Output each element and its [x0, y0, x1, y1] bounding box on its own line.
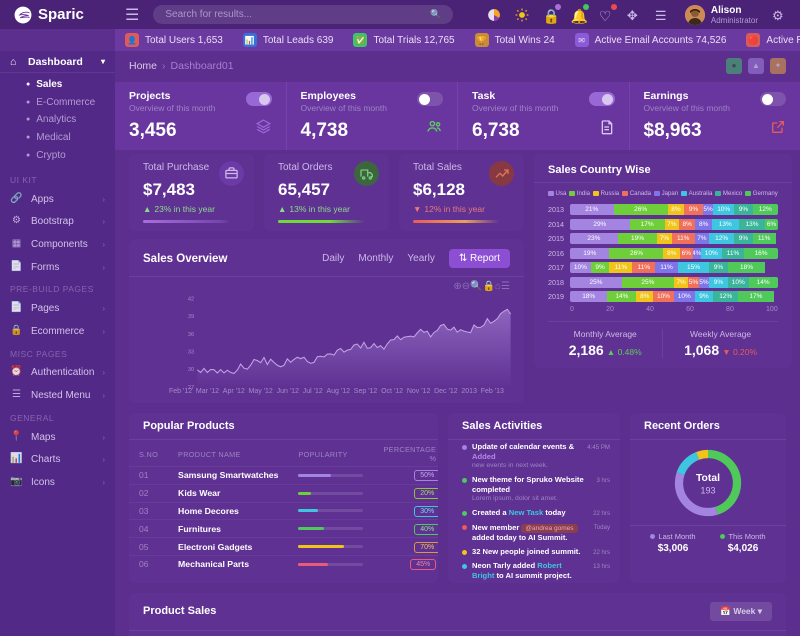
svg-text:39: 39 [188, 314, 194, 320]
svg-text:33: 33 [188, 349, 194, 355]
svg-text:30: 30 [188, 367, 194, 373]
svg-text:42: 42 [188, 296, 194, 302]
svg-text:Total: Total [696, 473, 720, 484]
svg-text:193: 193 [701, 485, 716, 495]
svg-text:36: 36 [188, 332, 194, 338]
